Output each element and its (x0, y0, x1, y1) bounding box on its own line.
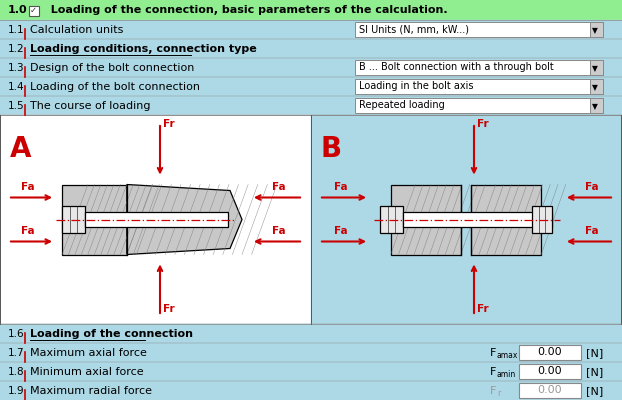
Bar (391, 184, 461, 254)
Text: ✓: ✓ (30, 6, 37, 15)
Text: Maximum axial force: Maximum axial force (30, 348, 147, 358)
Bar (519, 383, 581, 398)
Text: B: B (321, 135, 342, 163)
Bar (532, 206, 552, 233)
Text: Fa: Fa (272, 182, 286, 192)
Bar (355, 79, 603, 94)
Bar (403, 212, 552, 227)
Text: B ... Bolt connection with a through bolt: B ... Bolt connection with a through bol… (359, 62, 554, 72)
Text: Fa: Fa (334, 182, 348, 192)
Text: 1.4: 1.4 (8, 82, 25, 92)
Bar (29, 6, 39, 16)
Text: Fr: Fr (163, 304, 175, 314)
Bar (519, 364, 581, 379)
Bar (355, 22, 603, 37)
Text: Repeated loading: Repeated loading (359, 100, 445, 110)
Text: ▼: ▼ (592, 64, 598, 73)
Text: 0.00: 0.00 (537, 385, 562, 395)
Text: F: F (490, 348, 496, 358)
Polygon shape (127, 184, 242, 254)
Bar (380, 206, 403, 233)
Bar (590, 79, 603, 94)
Text: 1.9: 1.9 (8, 386, 25, 396)
Text: 1.1: 1.1 (8, 25, 25, 35)
Bar (62, 184, 127, 254)
Text: Fr: Fr (163, 119, 175, 129)
Text: r: r (497, 389, 500, 398)
Bar (0, 362, 622, 381)
Text: 1.0: 1.0 (8, 5, 27, 15)
Bar (590, 98, 603, 113)
Bar (0, 96, 622, 115)
Text: Fa: Fa (585, 226, 599, 236)
Text: 1.6: 1.6 (8, 329, 25, 339)
Text: The course of loading: The course of loading (30, 101, 151, 111)
Text: [N]: [N] (586, 386, 603, 396)
Text: Fa: Fa (585, 182, 599, 192)
Text: Fr: Fr (477, 119, 489, 129)
Bar (519, 345, 581, 360)
Bar (0, 77, 622, 96)
Bar (590, 22, 603, 37)
Text: Loading of the connection: Loading of the connection (30, 329, 193, 339)
Text: 1.3: 1.3 (8, 63, 25, 73)
Text: F: F (490, 367, 496, 377)
Text: Fa: Fa (21, 226, 35, 236)
Text: Loading in the bolt axis: Loading in the bolt axis (359, 81, 473, 91)
Text: Loading of the bolt connection: Loading of the bolt connection (30, 82, 200, 92)
Text: ▼: ▼ (592, 26, 598, 35)
Text: ▼: ▼ (592, 83, 598, 92)
Text: F: F (490, 386, 496, 396)
Text: [N]: [N] (586, 348, 603, 358)
Text: ▼: ▼ (592, 102, 598, 111)
Text: 0.00: 0.00 (537, 366, 562, 376)
Bar (355, 60, 603, 75)
Bar (311, 115, 622, 324)
Bar (0, 58, 622, 77)
Bar (590, 60, 603, 75)
Bar (0, 115, 311, 324)
Bar (471, 184, 541, 254)
Bar (0, 324, 622, 343)
Bar (355, 98, 603, 113)
Text: Loading conditions, connection type: Loading conditions, connection type (30, 44, 257, 54)
Text: 1.8: 1.8 (8, 367, 25, 377)
Text: Minimum axial force: Minimum axial force (30, 367, 144, 377)
Text: 1.5: 1.5 (8, 101, 25, 111)
Text: SI Units (N, mm, kW...): SI Units (N, mm, kW...) (359, 24, 469, 34)
Text: Fa: Fa (272, 226, 286, 236)
Text: amax: amax (497, 351, 518, 360)
Text: Calculation units: Calculation units (30, 25, 123, 35)
Bar (0, 20, 622, 39)
Text: amin: amin (497, 370, 516, 379)
Text: Fa: Fa (21, 182, 35, 192)
Bar (62, 206, 85, 233)
Text: Design of the bolt connection: Design of the bolt connection (30, 63, 194, 73)
Bar (0, 39, 622, 58)
Text: Fr: Fr (477, 304, 489, 314)
Text: [N]: [N] (586, 367, 603, 377)
Bar (85, 212, 228, 227)
Text: 0.00: 0.00 (537, 347, 562, 357)
Text: Loading of the connection, basic parameters of the calculation.: Loading of the connection, basic paramet… (43, 5, 448, 15)
Bar (0, 0, 622, 20)
Text: A: A (10, 135, 32, 163)
Bar (0, 343, 622, 362)
Text: Fa: Fa (334, 226, 348, 236)
Bar (0, 381, 622, 400)
Text: 1.7: 1.7 (8, 348, 25, 358)
Text: Maximum radial force: Maximum radial force (30, 386, 152, 396)
Text: 1.2: 1.2 (8, 44, 25, 54)
